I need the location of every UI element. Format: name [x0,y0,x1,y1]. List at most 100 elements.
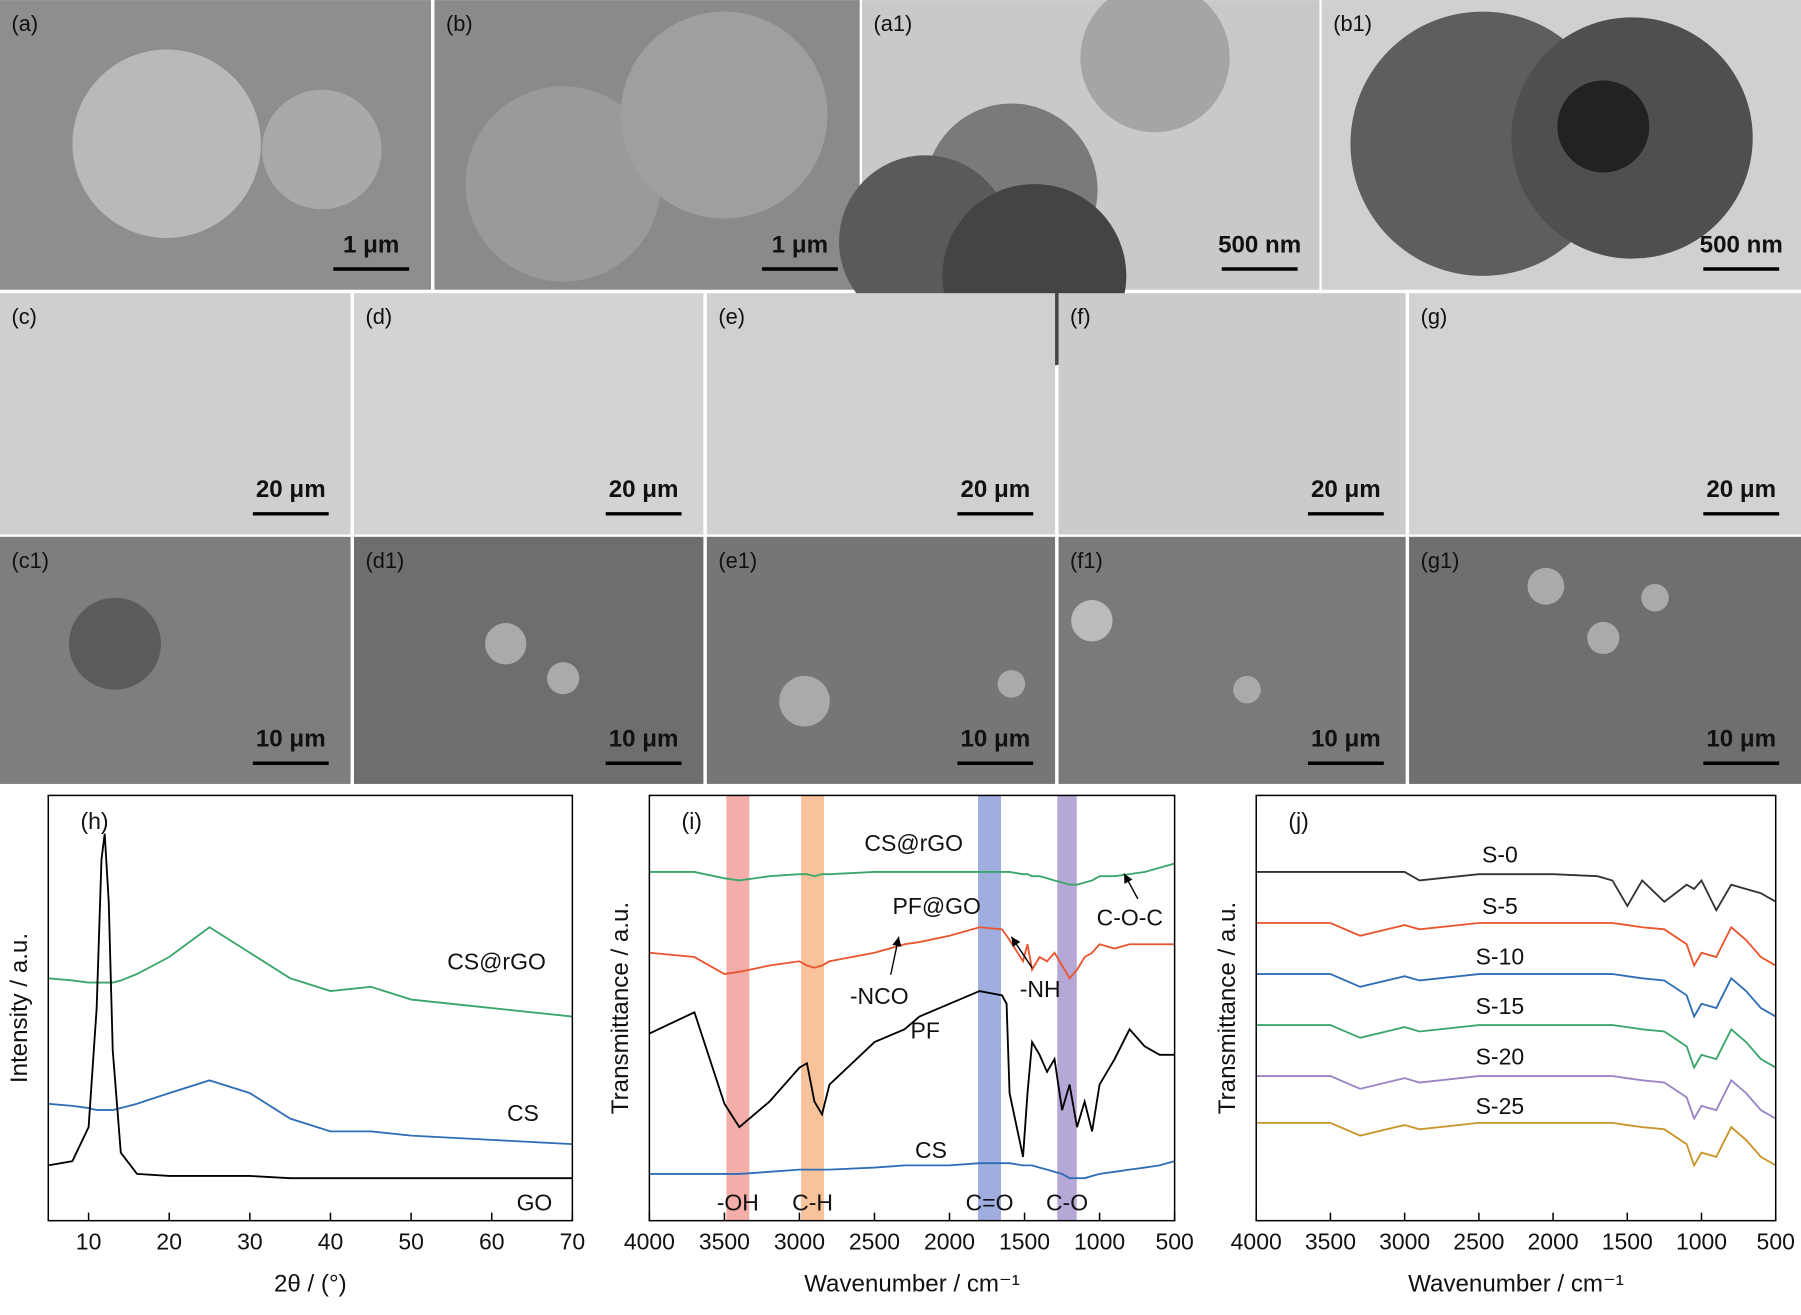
x-tick-label: 20 [156,1229,182,1255]
series-label: CS [507,1100,539,1126]
panel-label: (f1) [1070,548,1103,573]
x-axis-label: Wavenumber / cm⁻¹ [1408,1270,1624,1297]
micrograph [0,293,351,535]
x-tick-label: 3500 [1305,1229,1356,1255]
micrograph [1058,293,1406,535]
panel-label: (c) [11,304,36,329]
x-tick-label: 10 [76,1229,102,1255]
scale-label: 20 μm [960,476,1030,503]
panel-label: (j) [1288,808,1308,834]
series-line [1256,922,1777,968]
series-line [48,1079,573,1146]
series-label: PF [911,1017,940,1043]
arrow-head [1011,936,1021,947]
panel-label: (i) [682,808,702,834]
scale-label: 10 μm [1311,726,1381,753]
particle [1233,675,1261,704]
x-tick-label: 50 [398,1229,424,1255]
band [801,795,825,1221]
particle [547,662,580,695]
band-label: C-O [1046,1190,1088,1216]
panel-label: (f) [1070,304,1091,329]
y-axis-label: Transmittance / a.u. [607,902,634,1114]
particle [262,89,382,210]
particle [620,11,828,219]
arrow-head [1124,873,1133,884]
particle [72,49,261,238]
scale-label: 1 μm [772,231,828,258]
chart-0: CS@rGO CS GO 10 20 30 40 50 60 70 (h) 2θ / (°) Inten… [6,794,585,1297]
annotation: C-O-C [1097,905,1163,931]
x-tick-label: 4000 [1231,1229,1282,1255]
series-line [1256,1024,1777,1070]
series-label: CS@rGO [864,830,963,856]
x-axis-label: Wavenumber / cm⁻¹ [804,1270,1020,1297]
x-axis-label: 2θ / (°) [274,1270,347,1297]
micrograph [353,536,704,784]
particle [1527,567,1565,605]
scale-label: 10 μm [609,726,679,753]
series-label: GO [517,1190,553,1216]
micrograph [1058,536,1406,784]
x-tick-label: 2500 [849,1229,900,1255]
band-label: -OH [717,1190,759,1216]
panel-label: (b1) [1333,11,1372,36]
y-axis-label: Transmittance / a.u. [1214,902,1241,1114]
particle [1071,600,1113,642]
arrow-head [892,936,902,947]
series-label: CS@rGO [447,948,546,974]
particle [485,623,527,665]
panel-label: (a1) [873,11,912,36]
scale-label: 20 μm [1706,476,1776,503]
panel-label: (d) [365,304,392,329]
panel-label: (d1) [365,548,404,573]
band-label: C=O [966,1190,1014,1216]
scale-label: 20 μm [256,476,326,503]
x-tick-label: 60 [479,1229,505,1255]
x-tick-label: 1500 [999,1229,1050,1255]
series-line [1256,973,1777,1019]
series-line [649,1160,1175,1180]
x-tick-label: 2500 [1453,1229,1504,1255]
chart-1: -OH C-H C=O C-O CS@rGO PF@GO PF CS -NCO -NH C-O-C 4… [607,794,1194,1297]
band [978,795,1001,1221]
x-tick-label: 1000 [1676,1229,1727,1255]
x-tick-label: 3500 [699,1229,750,1255]
x-tick-label: 3000 [774,1229,825,1255]
panel-label: (e) [718,304,745,329]
panel-label: (b) [446,11,473,36]
particle [997,670,1026,698]
annotation: -NCO [850,983,909,1009]
x-tick-label: 30 [237,1229,263,1255]
series-line [1256,1121,1777,1168]
series-label: S-0 [1482,841,1518,867]
x-tick-label: 500 [1155,1229,1193,1255]
series-line [649,926,1175,980]
x-tick-label: 1500 [1602,1229,1653,1255]
micrograph [0,536,351,784]
particle [465,86,661,282]
particle [1557,80,1650,173]
series-label: S-5 [1482,893,1518,919]
x-tick-label: 2000 [1528,1229,1579,1255]
annotation: -NH [1020,976,1061,1002]
x-tick-label: 4000 [624,1229,675,1255]
series-label: S-25 [1476,1093,1525,1119]
scale-label: 20 μm [609,476,679,503]
x-tick-label: 40 [318,1229,344,1255]
scale-label: 10 μm [960,726,1030,753]
series-label: PF@GO [893,893,981,919]
micrograph [706,293,1056,535]
band-label: C-H [792,1190,833,1216]
x-tick-label: 500 [1757,1229,1795,1255]
scale-label: 500 nm [1700,231,1783,258]
micrograph [353,293,704,535]
scale-label: 10 μm [256,726,326,753]
panel-label: (e1) [718,548,757,573]
plot-frame [47,794,574,1222]
series-line [48,833,573,1180]
panel-label: (g1) [1421,548,1460,573]
panel-label: (g) [1421,304,1448,329]
x-tick-label: 1000 [1074,1229,1125,1255]
scale-label: 20 μm [1311,476,1381,503]
